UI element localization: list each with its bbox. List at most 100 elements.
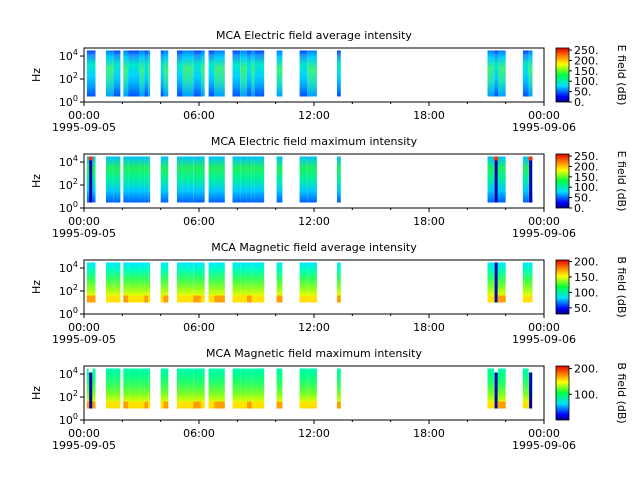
data-segment <box>182 368 194 409</box>
y-tick-label-0: 100 <box>59 306 78 321</box>
data-segment <box>144 368 149 409</box>
data-segment-lowband <box>128 295 140 303</box>
data-segment-lowband <box>200 401 205 409</box>
x-tick-label: 06:00 <box>183 321 215 334</box>
data-segment-lowband <box>522 401 529 409</box>
y-tick-label-2: 104 <box>59 48 78 63</box>
data-segment <box>123 262 129 303</box>
data-segment <box>254 50 265 97</box>
y-tick-label-2: 104 <box>59 154 78 169</box>
data-segment <box>208 156 215 203</box>
data-segment-lowband <box>144 401 149 409</box>
data-segment <box>214 262 225 303</box>
data-segment <box>106 50 114 97</box>
data-segment-lowband <box>299 401 308 409</box>
data-segment-lowband <box>144 295 149 303</box>
colorbar-tick-label: 200. <box>574 160 599 173</box>
data-segment-lowband <box>182 401 194 409</box>
data-segment <box>307 156 317 203</box>
colorbar <box>555 47 570 103</box>
data-segment <box>113 368 121 409</box>
x-tick-label: 06:00 <box>183 109 215 122</box>
data-segment <box>208 368 215 409</box>
y-axis-label: Hz <box>30 386 43 400</box>
data-segment-lowband <box>232 401 241 409</box>
data-segment <box>182 50 194 97</box>
colorbar-tick-label: 100. <box>574 75 599 88</box>
x-tick-label: 00:00 <box>528 321 560 334</box>
x-tick-label: 00:00 <box>68 427 100 440</box>
data-segment <box>240 156 247 203</box>
colorbar-tick-label: 50. <box>574 192 592 205</box>
data-segment-lowband <box>251 295 255 303</box>
x-date-label: 1995-09-06 <box>512 439 576 452</box>
data-segment <box>487 262 495 303</box>
data-segment <box>123 50 129 97</box>
data-spike-peak <box>494 156 499 161</box>
data-segment-lowband <box>177 401 183 409</box>
data-segment <box>163 50 169 97</box>
x-tick-label: 00:00 <box>68 109 100 122</box>
colorbar <box>555 259 570 315</box>
data-segment <box>240 368 247 409</box>
data-segment-lowband <box>139 401 145 409</box>
data-segment <box>208 262 215 303</box>
data-segment-lowband <box>193 401 201 409</box>
data-segment <box>160 262 164 303</box>
colorbar-label: B field (dB) <box>615 256 628 317</box>
x-tick-label: 00:00 <box>528 109 560 122</box>
data-segment-lowband <box>214 401 225 409</box>
data-segment-lowband <box>528 295 533 303</box>
data-segment <box>246 156 252 203</box>
data-segment <box>163 368 169 409</box>
data-segment-lowband <box>106 401 114 409</box>
data-segment <box>307 50 317 97</box>
data-segment-lowband <box>86 295 96 303</box>
colorbar-tick-label: 200. <box>574 54 599 67</box>
y-tick-label-2: 104 <box>59 366 78 381</box>
data-segment <box>144 262 149 303</box>
data-segment <box>113 262 121 303</box>
data-segment-lowband <box>200 295 205 303</box>
data-segment <box>232 156 241 203</box>
data-segment <box>193 368 201 409</box>
colorbar-tick-label: 250. <box>574 150 599 163</box>
data-segment <box>498 156 506 203</box>
data-segment-lowband <box>148 295 151 303</box>
spectrogram-panel-3: MCA Magnetic field average intensity 100 1… <box>30 241 628 346</box>
data-segment <box>299 368 308 409</box>
data-segment-lowband <box>254 401 265 409</box>
data-spike-peak <box>528 368 533 373</box>
data-segment <box>123 156 129 203</box>
x-date-label: 1995-09-05 <box>52 439 116 452</box>
data-segment <box>276 50 283 97</box>
data-spike-peak <box>88 368 93 373</box>
data-segment <box>182 156 194 203</box>
data-segment <box>113 156 121 203</box>
data-segment <box>276 368 283 409</box>
data-segment <box>106 156 114 203</box>
x-tick-label: 18:00 <box>413 321 445 334</box>
data-segment-lowband <box>299 295 308 303</box>
panel-title: MCA Electric field average intensity <box>216 29 412 42</box>
data-segment-lowband <box>208 401 215 409</box>
colorbar-tick-label: 150. <box>574 65 599 78</box>
data-segment <box>208 50 215 97</box>
spectrogram-panel-1: MCA Electric field average intensity 100 1… <box>30 29 628 134</box>
data-segment <box>522 368 529 409</box>
data-segment <box>214 156 225 203</box>
data-segment <box>251 50 255 97</box>
colorbar-tick-label: 250. <box>574 44 599 57</box>
colorbar-tick-label: 50. <box>574 302 592 315</box>
data-segment-lowband <box>163 401 169 409</box>
data-segment <box>128 262 140 303</box>
data-segment <box>254 156 265 203</box>
data-segment-lowband <box>246 401 252 409</box>
colorbar-tick-label: 100. <box>574 388 599 401</box>
y-tick-label-1: 102 <box>59 71 78 86</box>
data-segment <box>128 368 140 409</box>
data-segment <box>139 156 145 203</box>
data-segment <box>200 262 205 303</box>
y-tick-label-1: 102 <box>59 283 78 298</box>
